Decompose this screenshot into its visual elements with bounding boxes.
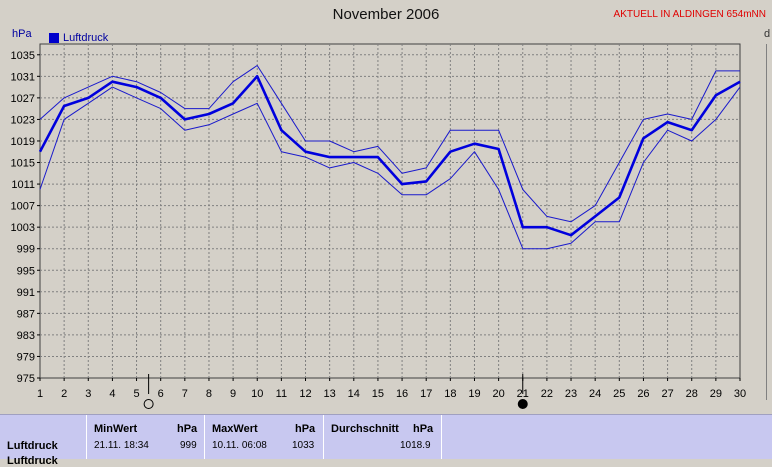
x-tick-label: 9: [230, 388, 236, 400]
y-tick-label: 1007: [11, 201, 35, 213]
y-tick-label: 1023: [11, 114, 35, 126]
series-line-min: [39, 86, 741, 250]
x-tick-label: 7: [182, 388, 188, 400]
x-tick-label: 6: [158, 388, 164, 400]
min-header: MinWert: [94, 423, 138, 435]
stats-row-label: Luftdruck: [7, 440, 58, 452]
min-time: 21.11. 18:34: [94, 440, 149, 451]
y-axis-unit: hPa: [12, 28, 32, 40]
y-tick-label: 991: [17, 287, 35, 299]
x-tick-label: 3: [85, 388, 91, 400]
y-tick-label: 1035: [11, 50, 35, 62]
series-line-mean: [38, 75, 741, 237]
legend-label: Luftdruck: [63, 32, 109, 44]
stats-divider: [323, 415, 324, 459]
avg-header: Durchschnitt: [331, 423, 399, 435]
stats-panel: Luftdruck Luftdruck MinWert hPa 21.11. 1…: [0, 414, 772, 467]
x-tick-label: 28: [686, 388, 698, 400]
y-tick-label: 1015: [11, 158, 35, 170]
max-value: 1033: [292, 440, 315, 451]
x-tick-label: 19: [468, 388, 480, 400]
y-tick-label: 979: [17, 351, 35, 363]
x-tick-label: 10: [251, 388, 263, 400]
stats-divider: [204, 415, 205, 459]
x-tick-label: 1: [37, 388, 43, 400]
x-tick-label: 5: [133, 388, 139, 400]
y-tick-label: 975: [17, 373, 35, 385]
x-tick-label: 4: [109, 388, 115, 400]
plot-area: [39, 43, 741, 379]
x-tick-label: 29: [710, 388, 722, 400]
x-tick-label: 2: [61, 388, 67, 400]
x-tick-label: 23: [565, 388, 577, 400]
series-line-max: [39, 65, 740, 223]
pressure-chart: 9759799839879919959991003100710111015101…: [11, 43, 746, 409]
x-tick-label: 25: [613, 388, 625, 400]
min-unit-header: hPa: [177, 423, 198, 435]
x-tick-label: 26: [637, 388, 649, 400]
max-time: 10.11. 06:08: [212, 440, 267, 451]
x-tick-label: 8: [206, 388, 212, 400]
clipped-edge-label: d: [764, 28, 771, 40]
max-header: MaxWert: [212, 423, 258, 435]
x-tick-label: 11: [276, 388, 287, 400]
x-tick-label: 13: [324, 388, 336, 400]
y-tick-label: 1019: [11, 136, 35, 148]
y-tick-label: 987: [17, 308, 35, 320]
x-tick-label: 12: [299, 388, 311, 400]
y-tick-label: 1031: [11, 71, 35, 83]
right-panel-edge: [766, 44, 767, 400]
max-unit-header: hPa: [295, 423, 316, 435]
y-tick-label: 1003: [11, 222, 35, 234]
y-tick-label: 983: [17, 330, 35, 342]
x-tick-label: 24: [589, 388, 601, 400]
x-tick-label: 20: [492, 388, 504, 400]
stats-divider: [86, 415, 87, 459]
legend-swatch: [49, 33, 59, 43]
x-tick-label: 22: [541, 388, 553, 400]
x-tick-label: 18: [444, 388, 456, 400]
x-tick-label: 14: [348, 388, 360, 400]
legend: Luftdruck: [49, 32, 108, 44]
y-tick-label: 1011: [11, 179, 35, 191]
avg-value: 1018.9: [400, 440, 431, 451]
x-tick-label: 17: [420, 388, 432, 400]
x-tick-label: 30: [734, 388, 746, 400]
y-tick-label: 999: [17, 244, 35, 256]
x-tick-label: 15: [372, 388, 384, 400]
full-moon-icon: [143, 399, 154, 409]
stats-divider: [441, 415, 442, 459]
y-tick-label: 1027: [11, 93, 35, 105]
new-moon-icon: [517, 399, 528, 409]
avg-unit-header: hPa: [413, 423, 434, 435]
min-value: 999: [180, 440, 197, 451]
location-banner: AKTUELL IN ALDINGEN 654mNN: [613, 9, 766, 20]
x-tick-label: 27: [661, 388, 673, 400]
stats-row-label-clipped: Luftdruck: [7, 455, 58, 467]
x-tick-label: 16: [396, 388, 408, 400]
chart-title: November 2006: [332, 6, 440, 23]
y-tick-label: 995: [17, 265, 35, 277]
